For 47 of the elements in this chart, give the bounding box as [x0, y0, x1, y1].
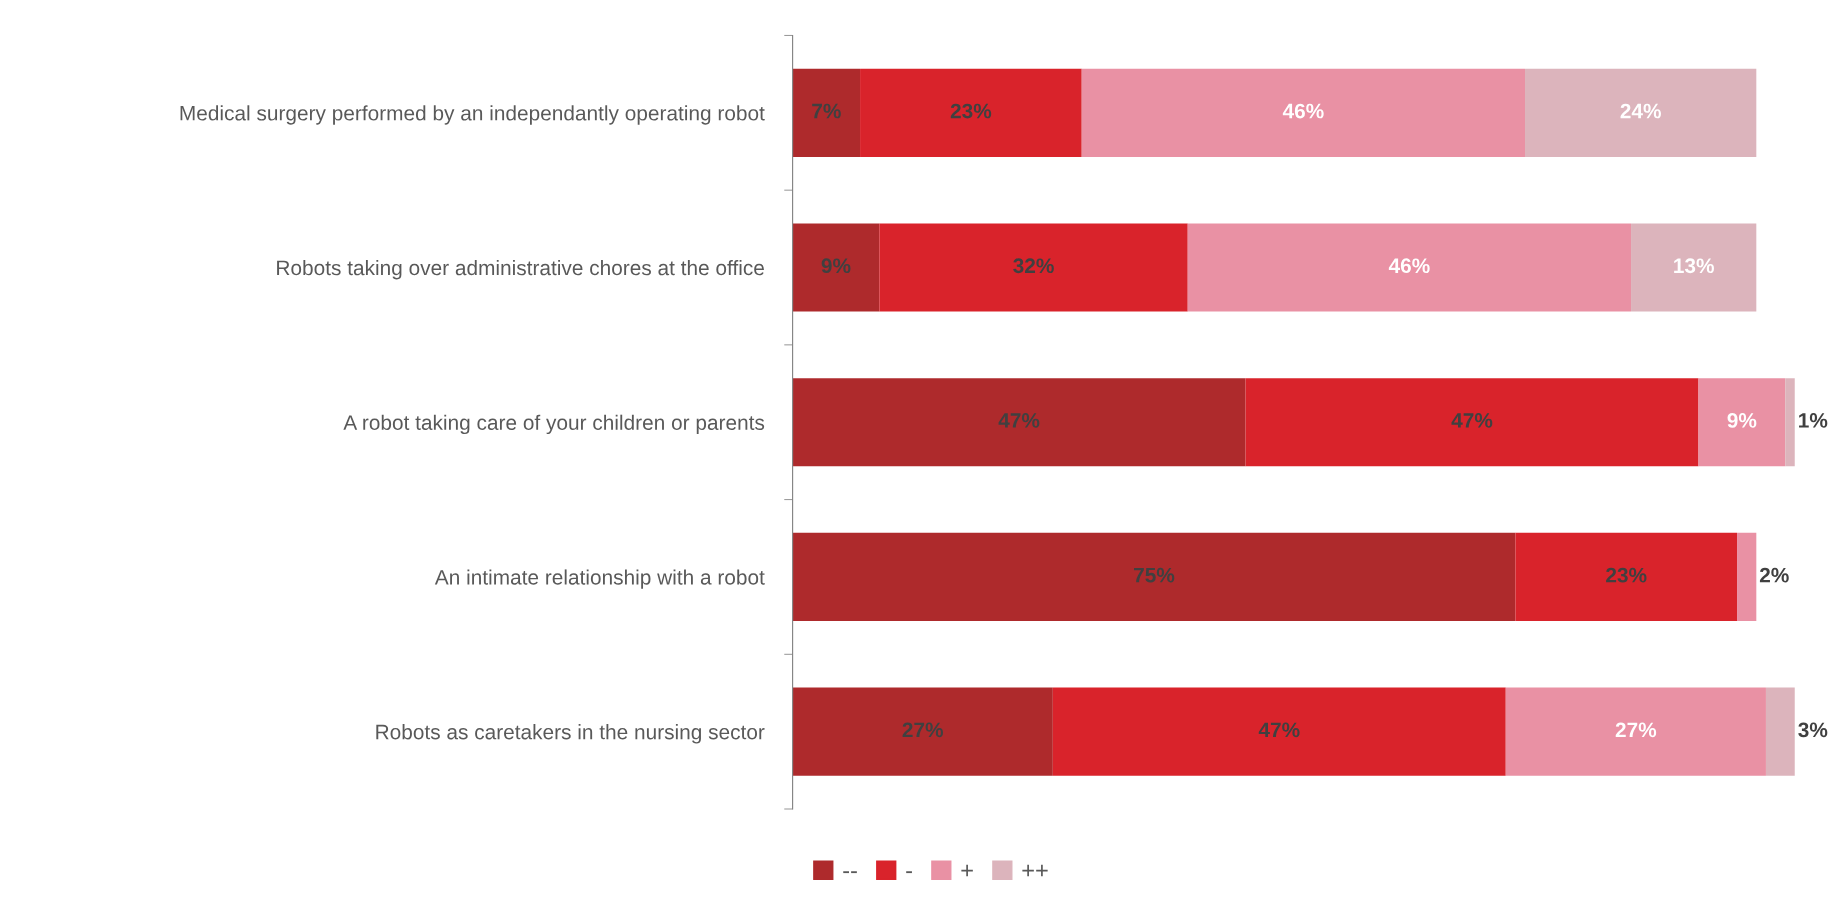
y-tick-label: Robots taking over administrative chores at the office: [277, 259, 764, 280]
y-tick-label: A robot taking care of your children or parents: [343, 414, 765, 435]
data-label: 75%: [1134, 567, 1175, 583]
data-label: 46%: [1282, 103, 1324, 119]
data-label: 47%: [998, 413, 1040, 428]
legend-label: -: [906, 871, 912, 874]
data-label: 7%: [812, 103, 841, 119]
bar: [860, 68, 1082, 157]
bar: [1187, 223, 1632, 312]
y-tick-label: Medical surgery performed by an independantly operating robot: [180, 105, 765, 125]
data-label: 23%: [950, 103, 992, 119]
bar: [879, 223, 1188, 312]
data-label: 27%: [902, 722, 944, 738]
bar: [1052, 687, 1506, 776]
bar: [1505, 687, 1766, 776]
data-label: 47%: [1258, 722, 1300, 738]
bar: [792, 68, 861, 157]
bar: [1765, 687, 1795, 776]
bar: [792, 223, 880, 312]
legend-label: +: [961, 864, 973, 877]
data-label: 46%: [1388, 258, 1430, 274]
data-label: 24%: [1620, 103, 1661, 119]
bar: [1245, 378, 1699, 467]
data-label: 2%: [1759, 567, 1789, 583]
legend-label: --: [843, 871, 857, 874]
bar: [1698, 378, 1786, 467]
bar: [792, 378, 1246, 467]
y-tick-label: An intimate relationship with a robot: [434, 569, 765, 589]
bar: [792, 532, 1516, 622]
data-label: 47%: [1451, 413, 1493, 428]
bar: [1525, 68, 1757, 157]
data-label: 9%: [821, 258, 851, 274]
data-label: 3%: [1798, 722, 1828, 738]
bar: [1737, 532, 1757, 622]
bar: [1631, 223, 1757, 312]
bar: [1515, 532, 1738, 622]
bar: [1785, 378, 1795, 467]
bar: [1081, 68, 1526, 157]
data-label: 9%: [1727, 413, 1757, 428]
data-label: 23%: [1606, 567, 1647, 583]
data-label: 13%: [1674, 258, 1714, 274]
data-label: 32%: [1013, 258, 1054, 274]
y-tick-label: Robots as caretakers in the nursing sector: [376, 724, 765, 744]
bar: [792, 687, 1053, 776]
legend-label: ++: [1022, 864, 1048, 877]
data-label: 27%: [1615, 722, 1657, 738]
data-label: 1%: [1799, 413, 1828, 428]
